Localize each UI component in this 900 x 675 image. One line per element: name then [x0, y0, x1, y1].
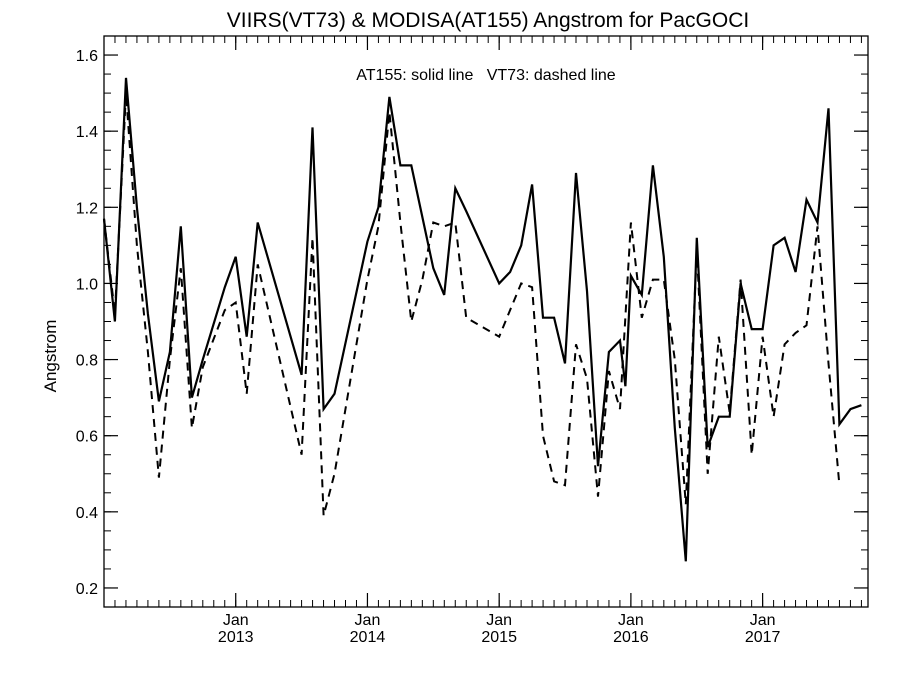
plot-frame: [103, 35, 869, 608]
y-tick-label: 0.2: [76, 581, 98, 598]
chart-title: VIIRS(VT73) & MODISA(AT155) Angstrom for…: [227, 9, 749, 32]
series-line-vt73: [103, 93, 841, 516]
x-tick-month-label: Jan: [355, 612, 381, 629]
y-axis-label: Angstrom: [41, 320, 60, 393]
y-tick-label: 1.6: [76, 48, 98, 65]
x-tick-month-label: Jan: [618, 612, 644, 629]
x-tick-year-label: 2017: [745, 629, 781, 646]
x-tick-year-label: 2014: [350, 629, 386, 646]
x-tick-month-label: Jan: [486, 612, 512, 629]
y-tick-label: 0.8: [76, 353, 98, 370]
y-tick-label: 0.6: [76, 429, 98, 446]
series-line-at155: [102, 77, 862, 562]
line-style-annotation: AT155: solid line VT73: dashed line: [356, 67, 616, 84]
x-tick-month-label: Jan: [223, 612, 249, 629]
x-tick-year-label: 2013: [218, 629, 254, 646]
y-tick-label: 0.4: [76, 505, 98, 522]
x-tick-month-label: Jan: [750, 612, 776, 629]
x-tick-year-label: 2016: [613, 629, 649, 646]
y-tick-label: 1.4: [76, 124, 98, 141]
x-tick-year-label: 2015: [481, 629, 517, 646]
y-tick-label: 1.0: [76, 276, 98, 293]
y-tick-label: 1.2: [76, 200, 98, 217]
plot-area: 0.20.40.60.81.01.21.41.6Jan2013Jan2014Ja…: [76, 35, 869, 646]
